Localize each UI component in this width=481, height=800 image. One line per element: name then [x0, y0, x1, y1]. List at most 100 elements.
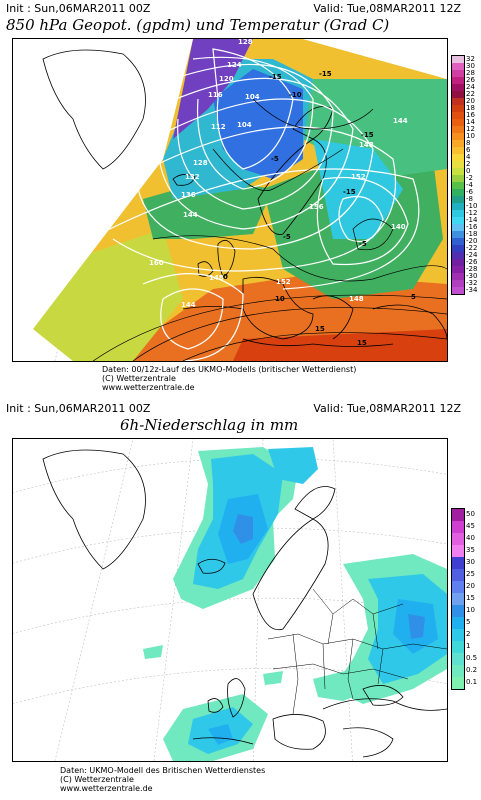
legend-swatch	[452, 168, 464, 175]
legend-tick-label: -12	[466, 209, 478, 217]
legend-tick-label: -32	[466, 279, 478, 287]
legend-swatch	[452, 259, 464, 266]
svg-text:144: 144	[393, 117, 408, 125]
svg-text:144: 144	[181, 301, 196, 309]
legend-tick-label: 5	[466, 618, 471, 626]
legend-tick-label: 12	[466, 125, 475, 133]
legend-swatch	[452, 238, 464, 245]
legend-swatch	[452, 521, 464, 533]
legend-swatch	[452, 140, 464, 147]
svg-text:120: 120	[219, 75, 234, 83]
legend-swatch	[452, 70, 464, 77]
svg-text:148: 148	[349, 295, 364, 303]
legend-tick-label: 24	[466, 83, 475, 91]
legend-swatch	[452, 182, 464, 189]
legend-tick-label: 25	[466, 570, 475, 578]
svg-text:-10: -10	[289, 91, 302, 99]
legend-swatch	[452, 605, 464, 617]
geopotential-map-svg: 128 124 120 116 104 104 112 128 132 136 …	[13, 39, 447, 361]
legend-tick-label: -30	[466, 272, 478, 280]
legend-tick-label: -26	[466, 258, 478, 266]
valid-time: Valid: Tue,08MAR2011 12Z	[313, 2, 461, 15]
legend-tick-label: -10	[466, 202, 478, 210]
coastlines	[42, 449, 447, 758]
legend-swatch	[452, 84, 464, 91]
legend-tick-label: 40	[466, 534, 475, 542]
legend-swatch	[452, 126, 464, 133]
legend-swatch	[452, 545, 464, 557]
no-data-right	[303, 39, 447, 79]
legend-swatch	[452, 224, 464, 231]
legend-swatch	[452, 273, 464, 280]
init-time: Init : Sun,06MAR2011 00Z	[6, 2, 151, 15]
contour-labels: 128 124 120 116 104 104 112 128 132 136 …	[149, 39, 416, 347]
credit-line: Daten: 00/12z-Lauf des UKMO-Modells (bri…	[102, 365, 357, 374]
legend-tick-label: 35	[466, 546, 475, 554]
svg-text:-5: -5	[283, 233, 291, 241]
map-title: 850 hPa Geopot. (gpdm) und Temperatur (G…	[6, 16, 390, 34]
svg-text:148: 148	[359, 141, 374, 149]
svg-text:140: 140	[391, 223, 406, 231]
svg-text:-5: -5	[271, 155, 279, 163]
legend-swatch	[452, 569, 464, 581]
credit-line: www.wetterzentrale.de	[60, 784, 153, 793]
legend-swatch	[452, 641, 464, 653]
legend-swatch	[452, 287, 464, 294]
svg-text:116: 116	[208, 91, 223, 99]
legend-swatch	[452, 252, 464, 259]
valid-time: Valid: Tue,08MAR2011 12Z	[313, 402, 461, 415]
legend-tick-label: 0.1	[466, 678, 478, 686]
svg-text:124: 124	[227, 61, 242, 69]
geopotential-map: 128 124 120 116 104 104 112 128 132 136 …	[12, 38, 448, 362]
precipitation-map-svg	[13, 439, 447, 761]
legend-swatch	[452, 665, 464, 677]
legend-tick-label: -34	[466, 286, 478, 294]
precipitation-color-legend	[451, 508, 465, 690]
legend-swatch	[452, 196, 464, 203]
legend-swatch	[452, 56, 464, 63]
credit-line: (C) Wetterzentrale	[102, 374, 176, 383]
svg-text:136: 136	[181, 191, 196, 199]
svg-text:15: 15	[315, 325, 325, 333]
legend-tick-label: -2	[466, 174, 473, 182]
legend-tick-label: 4	[466, 153, 471, 161]
legend-tick-label: 1	[466, 642, 471, 650]
svg-text:112: 112	[211, 123, 226, 131]
legend-swatch	[452, 77, 464, 84]
legend-tick-label: 50	[466, 510, 475, 518]
legend-tick-label: 0	[466, 167, 471, 175]
svg-text:0: 0	[223, 273, 228, 281]
data-credits: Daten: 00/12z-Lauf des UKMO-Modells (bri…	[102, 365, 356, 392]
legend-tick-label: 20	[466, 97, 475, 105]
legend-tick-label: -20	[466, 237, 478, 245]
svg-text:128: 128	[193, 159, 208, 167]
precipitation-panel: Init : Sun,06MAR2011 00Z Valid: Tue,08MA…	[0, 400, 481, 800]
legend-swatch	[452, 161, 464, 168]
legend-tick-label: 28	[466, 69, 475, 77]
legend-swatch	[452, 189, 464, 196]
temperature-color-legend	[451, 55, 465, 295]
legend-swatch	[452, 231, 464, 238]
map-title: 6h-Niederschlag in mm	[120, 416, 299, 434]
geopotential-temperature-panel: Init : Sun,06MAR2011 00Z Valid: Tue,08MA…	[6, 2, 478, 392]
legend-tick-label: 16	[466, 111, 475, 119]
svg-text:128: 128	[238, 39, 253, 46]
legend-swatch	[452, 217, 464, 224]
no-data-left	[13, 39, 193, 339]
svg-text:148: 148	[209, 274, 224, 282]
legend-swatch	[452, 175, 464, 182]
legend-tick-label: 26	[466, 76, 475, 84]
legend-swatch	[452, 119, 464, 126]
legend-tick-label: 8	[466, 139, 471, 147]
legend-swatch	[452, 533, 464, 545]
legend-tick-label: -24	[466, 251, 478, 259]
legend-swatch	[452, 133, 464, 140]
svg-text:104: 104	[237, 121, 252, 129]
legend-tick-label: 0.5	[466, 654, 478, 662]
svg-text:-15: -15	[343, 188, 356, 196]
legend-tick-label: 30	[466, 62, 475, 70]
credit-line: www.wetterzentrale.de	[102, 383, 195, 392]
svg-text:5: 5	[411, 293, 416, 301]
legend-swatch	[452, 581, 464, 593]
legend-swatch	[452, 653, 464, 665]
